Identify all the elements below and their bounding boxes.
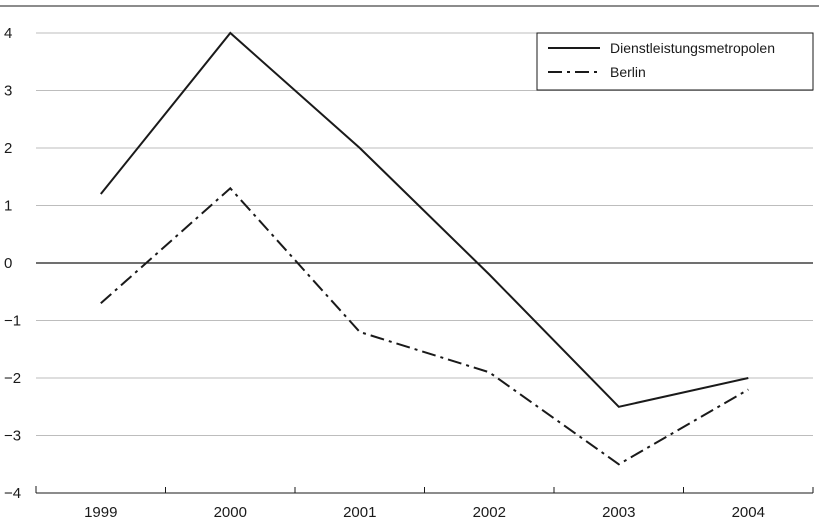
y-tick-label: 4 [4,25,12,42]
legend-label-dienstleistungsmetropolen: Dienstleistungsmetropolen [610,40,775,56]
grid-lines [36,32,813,436]
series-line-dienstleistungsmetropolen [100,31,749,408]
y-tick-label: 0 [4,255,12,272]
y-tick-label: −1 [4,313,21,330]
y-tick-label: −4 [4,485,21,502]
legend: Dienstleistungsmetropolen Berlin [536,32,814,91]
x-tick-labels: 1999 2000 2001 2002 2003 2004 [84,504,765,521]
x-tick-label: 2003 [602,504,635,521]
series-lines [100,31,749,466]
x-tick-label: 2002 [473,504,506,521]
axes [35,486,814,494]
x-tick-label: 2004 [732,504,765,521]
x-tick-label: 2000 [214,504,247,521]
y-tick-label: −3 [4,428,21,445]
legend-box [536,32,814,91]
y-tick-label: 2 [4,140,12,157]
x-tick-label: 2001 [343,504,376,521]
y-tick-label: −2 [4,370,21,387]
y-tick-label: 1 [4,198,12,215]
legend-label-berlin: Berlin [610,64,646,80]
y-tick-label: 3 [4,83,12,100]
series-line-berlin [100,186,749,466]
y-tick-labels: 4 3 2 1 0 −1 −2 −3 −4 [4,25,21,502]
x-tick-label: 1999 [84,504,117,521]
